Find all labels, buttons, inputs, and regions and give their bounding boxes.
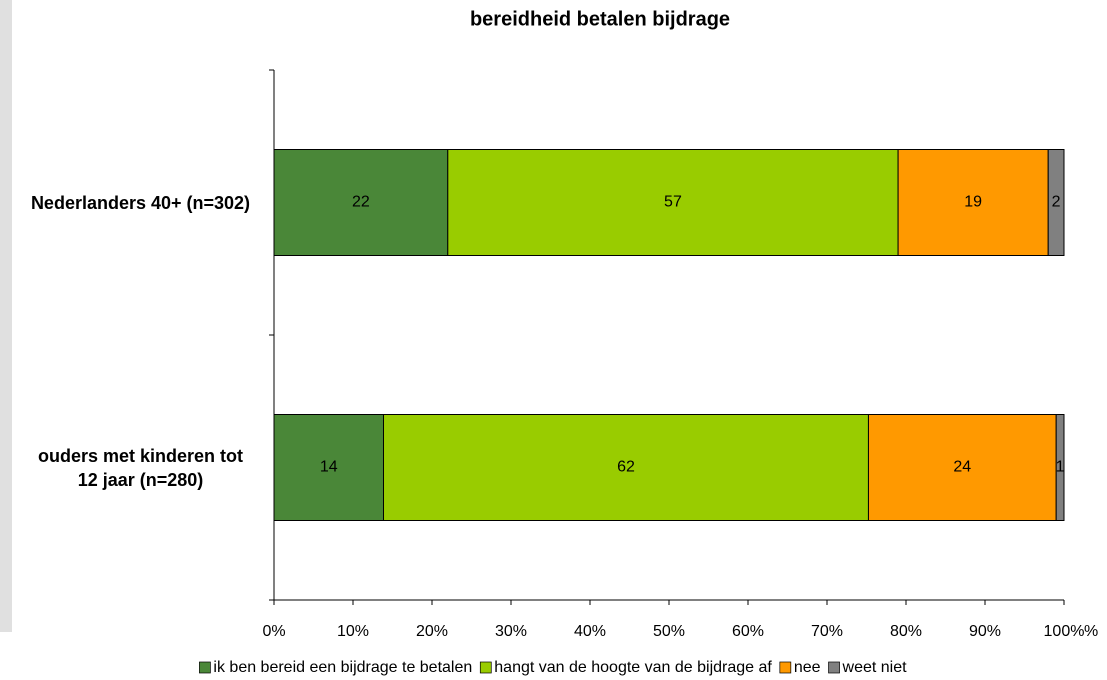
legend-label: hangt van de hoogte van de bijdrage af [494, 659, 772, 676]
x-tick-label: 90% [969, 623, 1001, 640]
data-label: 2 [1052, 194, 1061, 211]
x-tick-label: 30% [495, 623, 527, 640]
chart-title: bereidheid betalen bijdrage [470, 8, 730, 30]
category-text: ouders met kinderen tot 12 jaar (n=280) [37, 445, 244, 490]
x-tick-label: 100% [1044, 623, 1085, 640]
legend-label: weet niet [842, 659, 908, 676]
x-tick-label: 60% [732, 623, 764, 640]
bar-segment [447, 149, 899, 256]
category-label: ouders met kinderen tot 12 jaar (n=280) [37, 445, 244, 490]
bar-segment [897, 149, 1049, 256]
x-tick-label: 80% [890, 623, 922, 640]
legend-label: ik ben bereid een bijdrage te betalen [213, 659, 472, 676]
category-label: Nederlanders 40+ (n=302) [30, 192, 251, 213]
bar-segment [383, 414, 869, 521]
bar-segment [867, 414, 1057, 521]
legend-swatch [828, 661, 840, 674]
data-label: 14 [320, 459, 338, 476]
x-tick-label: 70% [811, 623, 843, 640]
legend-label: nee [794, 659, 821, 676]
category-text: Nederlanders 40+ (n=302) [30, 192, 251, 213]
data-label: 57 [664, 194, 682, 211]
legend: ik ben bereid een bijdrage te betalen han… [199, 659, 907, 676]
legend-swatch [199, 661, 211, 674]
data-label: 24 [953, 459, 971, 476]
data-label: 62 [617, 459, 635, 476]
bar-segment [1047, 149, 1065, 256]
x-tick-label: 20% [416, 623, 448, 640]
x-tick-label: 50% [653, 623, 685, 640]
bar-segment [273, 149, 449, 256]
data-label: 22 [352, 194, 370, 211]
side-strip [0, 0, 12, 632]
x-tick-label: 0% [262, 623, 285, 640]
x-axis-label: % [1084, 623, 1098, 640]
legend-swatch [779, 661, 792, 674]
legend-swatch [479, 661, 492, 674]
data-label: 1 [1056, 459, 1065, 476]
bar-segment [1055, 414, 1065, 521]
bar-segment [273, 414, 385, 521]
x-tick-label: 10% [337, 623, 369, 640]
x-tick-label: 40% [574, 623, 606, 640]
data-label: 19 [964, 194, 982, 211]
